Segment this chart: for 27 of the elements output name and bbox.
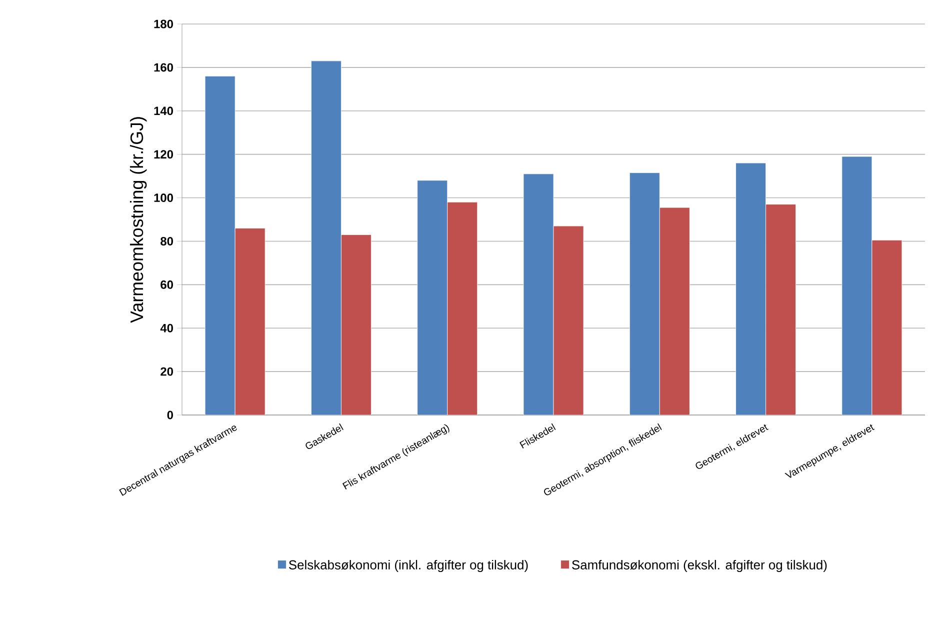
y-tick-label: 40 xyxy=(160,324,173,332)
bar xyxy=(341,234,372,415)
y-tick-label: 0 xyxy=(167,410,173,420)
y-tick-label: 160 xyxy=(154,63,173,72)
legend-label: Selskabsøkonomi (inkl. afgifter og tilskud) xyxy=(289,560,528,572)
y-tick-label: 180 xyxy=(154,20,173,28)
bar xyxy=(659,207,690,415)
bar xyxy=(204,76,236,415)
y-axis-title: Varmeomkostning (kr./GJ) xyxy=(130,117,147,323)
bar xyxy=(872,240,902,415)
y-tick-label: 140 xyxy=(154,106,173,116)
bar xyxy=(523,174,554,415)
bar xyxy=(842,156,872,415)
bar xyxy=(234,228,266,415)
bar xyxy=(311,60,342,415)
y-tick-label: 100 xyxy=(154,194,173,202)
legend-label: Samfundsøkonomi (ekskl. afgifter og tilskud) xyxy=(572,560,827,572)
y-tick-label: 80 xyxy=(160,236,173,246)
bar xyxy=(447,202,478,415)
y-tick-label: 120 xyxy=(154,150,173,159)
y-tick-label: 60 xyxy=(160,280,173,289)
bar xyxy=(553,226,584,415)
bar xyxy=(766,204,796,415)
bar xyxy=(417,180,448,415)
bar xyxy=(736,162,766,415)
bar xyxy=(629,172,660,415)
y-tick-label: 20 xyxy=(160,367,173,376)
